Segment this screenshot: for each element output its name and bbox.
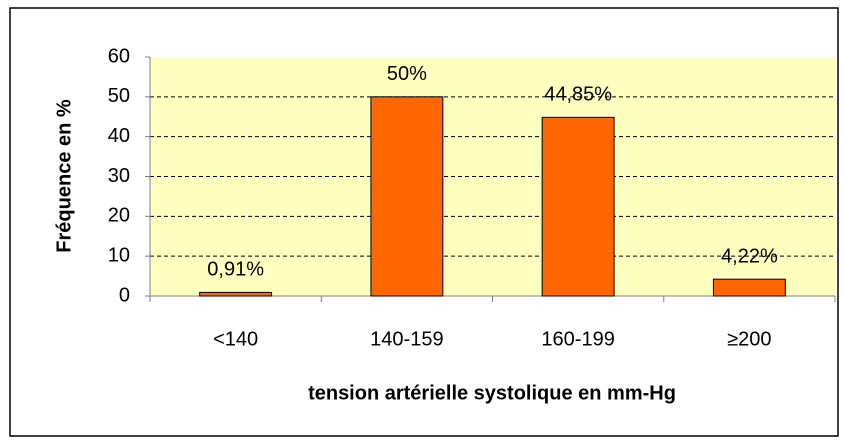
bar	[712, 278, 786, 297]
y-tick-label: 20	[108, 205, 130, 227]
y-tick-label: 10	[108, 244, 130, 266]
y-tick-label: 60	[108, 45, 130, 67]
y-tick-label: 30	[108, 165, 130, 187]
y-tick-label: 50	[108, 85, 130, 107]
y-tick-label: 40	[108, 125, 130, 147]
data-label: 4,22%	[721, 245, 778, 267]
bar	[199, 291, 273, 297]
data-label: 44,85%	[544, 84, 612, 106]
bar	[541, 116, 615, 297]
data-label: 50%	[387, 63, 427, 85]
bar	[370, 96, 444, 297]
x-tick-label: ≥200	[727, 328, 771, 350]
x-tick-label: 160-199	[541, 328, 614, 350]
data-label: 0,91%	[207, 259, 264, 281]
y-tick-label: 0	[119, 284, 130, 306]
x-tick-label: <140	[213, 328, 258, 350]
y-axis-label: Fréquence en %	[53, 99, 75, 253]
x-tick-label: 140-159	[370, 328, 443, 350]
x-axis-label: tension artérielle systolique en mm-Hg	[308, 382, 676, 404]
